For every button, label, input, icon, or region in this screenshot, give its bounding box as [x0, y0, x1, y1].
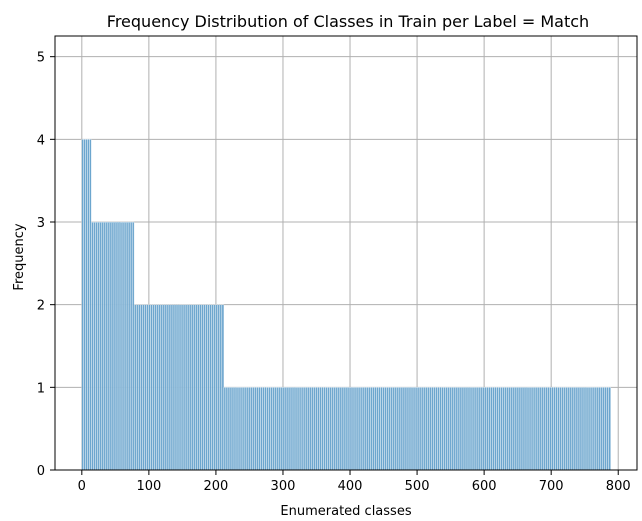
x-tick-label-800: 800 — [606, 479, 631, 494]
y-tick-label-4: 4 — [37, 133, 45, 148]
x-tick-label-300: 300 — [271, 479, 296, 494]
x-tick-label-600: 600 — [472, 479, 497, 494]
x-tick-label-400: 400 — [338, 479, 363, 494]
bar-class-788 — [610, 387, 611, 471]
y-tick-label-0: 0 — [37, 464, 45, 479]
y-axis-label: Frequency — [12, 223, 27, 290]
y-axis-ticks: 0 1 2 3 4 5 — [37, 51, 55, 479]
y-tick-label-3: 3 — [37, 216, 45, 231]
x-axis-ticks: 0 100 200 300 400 500 600 700 800 — [78, 470, 631, 494]
chart-title: Frequency Distribution of Classes in Tra… — [107, 12, 589, 31]
x-tick-label-500: 500 — [405, 479, 430, 494]
y-tick-label-1: 1 — [37, 381, 45, 396]
y-tick-label-2: 2 — [37, 299, 45, 314]
x-tick-label-700: 700 — [539, 479, 564, 494]
y-tick-label-5: 5 — [37, 51, 45, 66]
plot-frame — [54, 35, 638, 471]
x-tick-label-200: 200 — [204, 479, 229, 494]
x-tick-label-0: 0 — [78, 479, 86, 494]
x-axis-label: Enumerated classes — [280, 504, 411, 519]
x-tick-label-100: 100 — [136, 479, 161, 494]
